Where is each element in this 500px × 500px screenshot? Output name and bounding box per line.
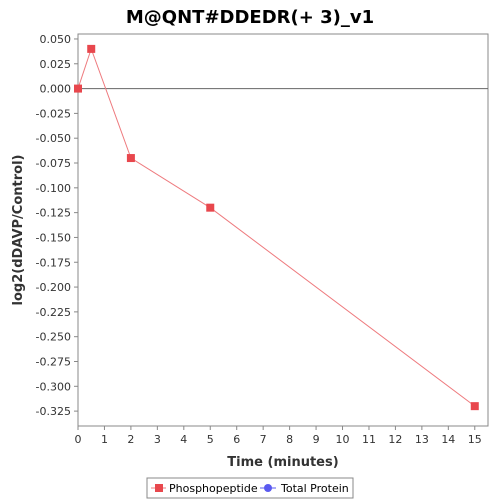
legend-label-total-protein: Total Protein (280, 482, 349, 495)
x-tick-label: 0 (75, 433, 82, 446)
x-tick-label: 1 (101, 433, 108, 446)
x-tick-label: 10 (336, 433, 350, 446)
x-tick-label: 15 (468, 433, 482, 446)
y-tick-label: -0.100 (36, 182, 71, 195)
y-tick-label: -0.075 (36, 157, 71, 170)
legend-label-phosphopeptide: Phosphopeptide (169, 482, 258, 495)
y-tick-label: 0.025 (40, 58, 72, 71)
x-tick-label: 9 (313, 433, 320, 446)
y-tick-label: -0.050 (36, 132, 71, 145)
y-tick-label: -0.125 (36, 207, 71, 220)
data-point (87, 44, 96, 53)
x-tick-label: 13 (415, 433, 429, 446)
x-tick-label: 7 (260, 433, 267, 446)
y-tick-label: -0.225 (36, 306, 71, 319)
x-axis-title: Time (minutes) (227, 455, 338, 470)
data-point (470, 402, 479, 411)
y-tick-label: -0.275 (36, 355, 71, 368)
x-tick-label: 3 (154, 433, 161, 446)
y-axis-title: log2(dDAVP/Control) (11, 155, 26, 306)
y-tick-label: -0.300 (36, 380, 71, 393)
x-tick-label: 11 (362, 433, 376, 446)
y-axis-ticks: 0.050 0.025 0.000 -0.025 -0.050 -0.075 -0.100 -… (36, 33, 78, 418)
data-point (126, 154, 135, 163)
legend-marker-phosphopeptide (155, 484, 163, 492)
y-tick-label: -0.250 (36, 331, 71, 344)
x-tick-label: 12 (388, 433, 402, 446)
chart-title: M@QNT#DDEDR(+ 3)_v1 (126, 7, 374, 28)
legend-marker-total-protein (264, 484, 272, 492)
plot-area (77, 33, 489, 427)
y-tick-label: -0.175 (36, 256, 71, 269)
x-tick-label: 2 (127, 433, 134, 446)
legend: Phosphopeptide Total Protein (146, 477, 354, 499)
y-tick-label: -0.025 (36, 107, 71, 120)
legend-box (146, 477, 354, 499)
x-axis-ticks: 0 1 2 3 4 5 6 7 8 9 10 11 12 13 14 15 (75, 426, 482, 446)
y-tick-label: -0.325 (36, 405, 71, 418)
x-tick-label: 6 (233, 433, 240, 446)
x-tick-label: 4 (180, 433, 187, 446)
y-tick-label: 0.050 (40, 33, 72, 46)
data-point (74, 84, 82, 93)
series-layer (74, 44, 479, 411)
y-tick-label: -0.150 (36, 231, 71, 244)
data-point (206, 203, 215, 212)
x-tick-label: 5 (207, 433, 214, 446)
y-tick-label: 0.000 (40, 83, 72, 96)
x-tick-label: 14 (441, 433, 455, 446)
x-tick-label: 8 (286, 433, 293, 446)
y-tick-label: -0.200 (36, 281, 71, 294)
